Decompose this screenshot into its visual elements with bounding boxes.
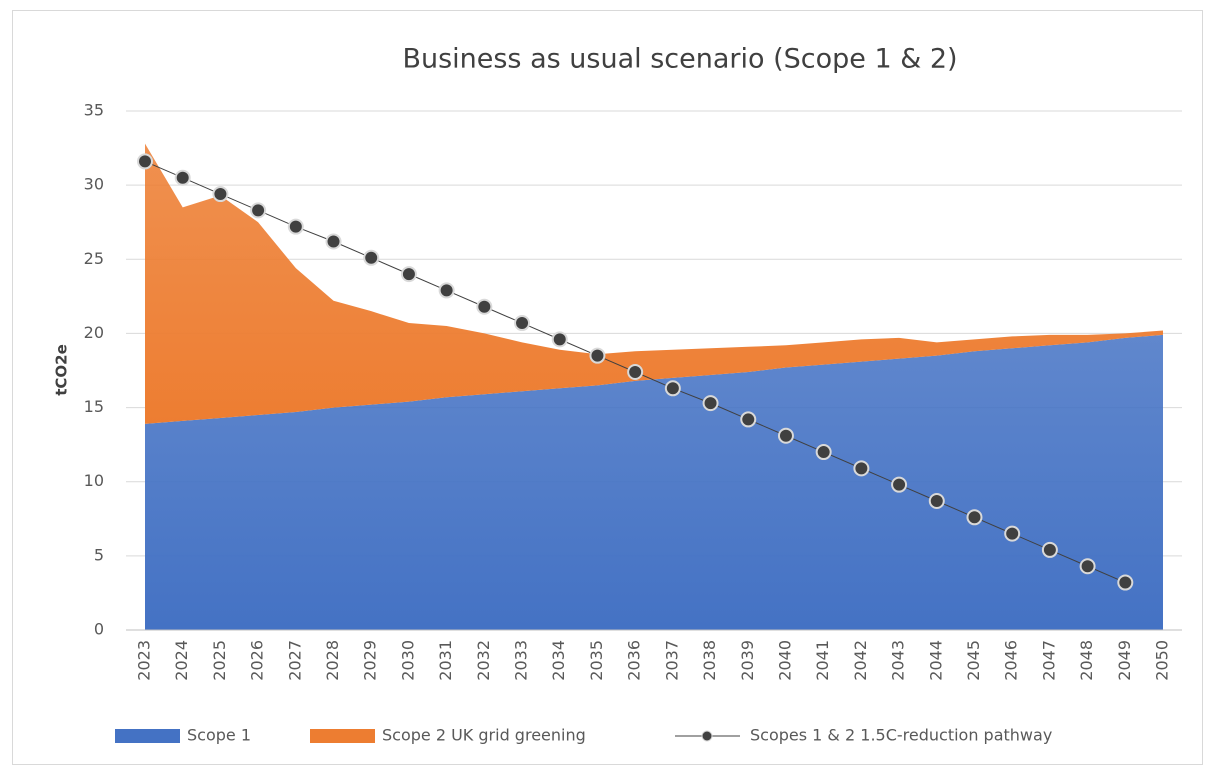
marker — [853, 460, 870, 477]
x-tick-label: 2039 — [738, 640, 757, 681]
x-tick-label: 2029 — [361, 640, 380, 681]
x-tick-label: 2033 — [512, 640, 531, 681]
x-tick-label: 2036 — [625, 640, 644, 681]
marker — [137, 153, 153, 170]
marker — [1117, 574, 1134, 591]
x-tick-label: 2023 — [135, 640, 154, 681]
y-tick-label: 20 — [84, 323, 104, 342]
x-tick-label: 2032 — [474, 640, 493, 681]
marker — [1004, 525, 1021, 542]
marker — [740, 411, 757, 428]
x-tick-label: 2041 — [813, 640, 832, 681]
legend-swatch — [115, 729, 180, 743]
marker — [476, 298, 493, 315]
chart-title: Business as usual scenario (Scope 1 & 2) — [402, 44, 957, 75]
x-tick-label: 2028 — [323, 640, 342, 681]
marker — [1041, 541, 1058, 558]
y-tick-label: 5 — [94, 545, 104, 564]
marker — [777, 427, 794, 444]
y-tick-label: 30 — [84, 175, 104, 194]
x-tick-label: 2040 — [775, 640, 794, 681]
x-tick-label: 2049 — [1115, 640, 1134, 681]
x-tick-label: 2044 — [926, 640, 945, 681]
area — [145, 334, 1163, 630]
y-tick-label: 15 — [84, 397, 104, 416]
marker — [400, 266, 417, 283]
x-tick-label: 2031 — [436, 640, 455, 681]
marker — [589, 347, 606, 364]
legend-label: Scopes 1 & 2 1.5C-reduction pathway — [750, 726, 1052, 745]
x-tick-label: 2037 — [662, 640, 681, 681]
marker — [363, 249, 380, 266]
x-tick-label: 2035 — [587, 640, 606, 681]
marker — [174, 169, 191, 186]
marker — [325, 233, 342, 250]
marker — [551, 331, 568, 348]
x-tick-label: 2034 — [549, 640, 568, 681]
legend-label: Scope 1 — [187, 726, 251, 745]
y-tick-label: 25 — [84, 249, 104, 268]
x-tick-label: 2043 — [889, 640, 908, 681]
marker — [212, 186, 229, 203]
y-axis-label: tCO2e — [53, 344, 71, 396]
y-tick-label: 0 — [94, 620, 104, 639]
x-tick-label: 2025 — [210, 640, 229, 681]
x-tick-label: 2048 — [1077, 640, 1096, 681]
y-tick-label: 10 — [84, 471, 104, 490]
marker — [250, 202, 267, 219]
x-tick-label: 2042 — [851, 640, 870, 681]
marker — [664, 380, 681, 397]
x-tick-label: 2038 — [700, 640, 719, 681]
marker — [966, 509, 983, 526]
x-tick-label: 2027 — [285, 640, 304, 681]
marker — [702, 395, 719, 412]
y-tick-label: 35 — [84, 101, 104, 120]
marker — [438, 282, 455, 299]
area — [145, 143, 1163, 424]
legend-swatch — [310, 729, 375, 743]
x-tick-label: 2046 — [1002, 640, 1021, 681]
x-tick-label: 2045 — [964, 640, 983, 681]
x-tick-label: 2026 — [248, 640, 267, 681]
marker — [287, 218, 304, 235]
legend-label: Scope 2 UK grid greening — [382, 726, 586, 745]
x-tick-label: 2047 — [1039, 640, 1058, 681]
marker — [1079, 558, 1096, 575]
x-tick-label: 2030 — [398, 640, 417, 681]
legend-marker — [701, 730, 713, 742]
marker — [891, 476, 908, 493]
marker — [815, 444, 832, 461]
marker — [928, 492, 945, 509]
x-tick-label: 2050 — [1153, 640, 1172, 681]
marker — [514, 315, 531, 332]
x-tick-label: 2024 — [172, 640, 191, 681]
marker — [627, 363, 644, 380]
